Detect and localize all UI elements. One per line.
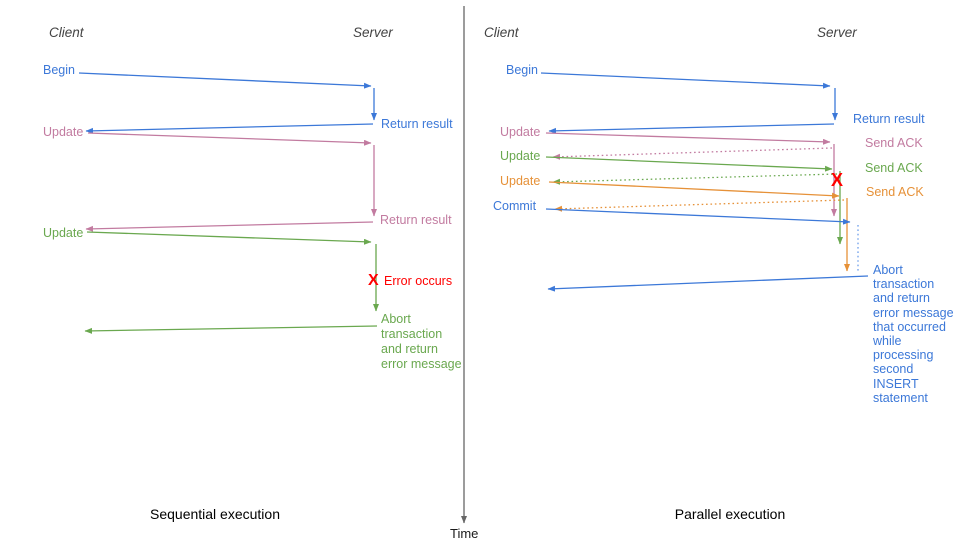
left-caption: Sequential execution: [150, 506, 280, 522]
left-return-result-2-label: Return result: [380, 213, 452, 227]
right-update-3-label: Update: [500, 174, 541, 188]
right-commit-label: Commit: [493, 199, 537, 213]
left-update-1-label: Update: [43, 125, 84, 139]
right-update-2-label: Update: [500, 149, 541, 163]
left-abort-message: Abort transaction and return error messa…: [381, 312, 462, 371]
right-send-ack-3-arrow: [554, 199, 845, 212]
left-return-result-2-arrow: [85, 221, 374, 232]
right-abort-return-arrow: [547, 275, 869, 292]
left-update-2-label: Update: [43, 226, 84, 240]
right-update3-request-arrow: [548, 181, 840, 199]
left-return-result-1-label: Return result: [381, 117, 453, 131]
right-begin-label: Begin: [506, 63, 538, 77]
right-return-result-arrow: [548, 123, 835, 134]
time-axis-label: Time: [450, 526, 479, 540]
right-update1-request-arrow: [545, 132, 831, 145]
left-update2-request-arrow: [86, 231, 372, 245]
right-server-header: Server: [817, 25, 857, 40]
right-abort-message: Abort transaction and return error messa…: [873, 263, 954, 405]
left-begin-label: Begin: [43, 63, 75, 77]
right-return-result-label: Return result: [853, 112, 925, 126]
left-error-label: Error occurs: [384, 274, 453, 288]
left-return-result-1-arrow: [85, 123, 374, 134]
right-send-ack-2-label: Send ACK: [865, 161, 923, 175]
right-begin-request-arrow: [540, 72, 831, 89]
left-update-request-arrow: [87, 132, 372, 146]
right-client-header: Client: [484, 25, 519, 40]
left-client-header: Client: [49, 25, 84, 40]
right-error-x-icon: X: [831, 170, 844, 190]
right-send-ack-1-arrow: [552, 147, 833, 160]
right-update2-request-arrow: [545, 156, 833, 172]
right-send-ack-1-label: Send ACK: [865, 136, 923, 150]
right-send-ack-3-label: Send ACK: [866, 185, 924, 199]
left-begin-request-arrow: [78, 72, 372, 89]
left-error-x-icon: X: [368, 272, 379, 289]
right-update-1-label: Update: [500, 125, 541, 139]
right-commit-request-arrow: [545, 208, 851, 225]
right-send-ack-2-arrow: [552, 173, 838, 185]
right-caption: Parallel execution: [674, 506, 786, 522]
left-server-header: Server: [353, 25, 393, 40]
left-abort-return-arrow: [84, 325, 378, 334]
